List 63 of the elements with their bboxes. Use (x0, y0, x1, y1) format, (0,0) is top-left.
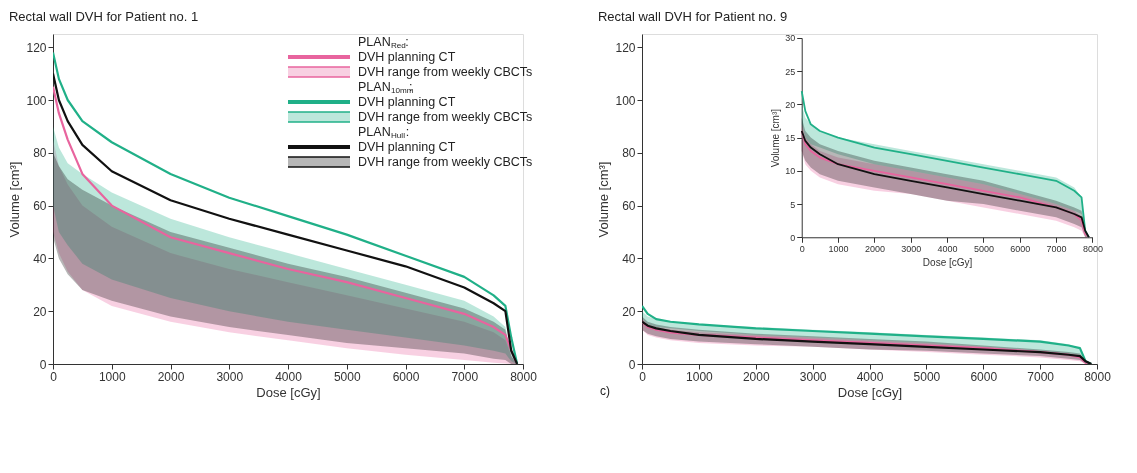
x-tick-label: 7000 (1046, 243, 1067, 254)
y-tick-label: 15 (785, 133, 796, 144)
y-tick-label: 0 (790, 232, 796, 243)
y-axis-title: Volume [cm³] (770, 108, 782, 168)
x-tick-label: 2000 (864, 243, 885, 254)
x-tick-label: 1000 (98, 369, 126, 384)
x-tick-label: 8000 (1084, 369, 1112, 384)
y-tick-label: 20 (33, 304, 47, 319)
x-tick-label: 0 (639, 369, 647, 384)
x-tick-label: 0 (50, 369, 58, 384)
x-tick-label: 8000 (510, 369, 538, 384)
x-tick-label: 4000 (275, 369, 303, 384)
legend-label: DVH planning CT (358, 140, 456, 154)
y-axis-title: Volume [cm³] (7, 161, 23, 238)
x-tick-label: 6000 (1010, 243, 1031, 254)
y-tick-label: 60 (622, 199, 636, 214)
text: c) (600, 384, 610, 398)
x-tick-label: 2000 (157, 369, 185, 384)
y-tick-label: 40 (622, 251, 636, 266)
x-tick-label: 2000 (742, 369, 770, 384)
x-tick-label: 5000 (333, 369, 361, 384)
annotation: DVH range from weekly CBCTs (358, 110, 533, 124)
x-axis-title: Dose [cGy] (922, 256, 973, 268)
chart-title: Rectal wall DVH for Patient no. 1 (8, 9, 199, 24)
x-tick-label: 8000 (1082, 243, 1103, 254)
y-tick-label: 120 (615, 40, 636, 55)
legend-label: DVH planning CT (358, 50, 456, 64)
y-tick-label: 30 (785, 33, 796, 44)
x-tick-label: 6000 (392, 369, 420, 384)
x-tick-label: 7000 (1027, 369, 1055, 384)
y-tick-label: 100 (615, 93, 636, 108)
y-tick-label: 80 (622, 146, 636, 161)
y-tick-label: 40 (33, 251, 47, 266)
y-tick-label: 10 (785, 166, 796, 177)
y-tick-label: 5 (790, 199, 796, 210)
x-tick-label: 1000 (686, 369, 714, 384)
y-tick-label: 0 (628, 357, 636, 372)
x-tick-label: 3000 (216, 369, 244, 384)
y-axis-title: Volume [cm³] (596, 161, 612, 238)
y-tick-label: 20 (785, 99, 796, 110)
x-tick-label: 5000 (973, 243, 994, 254)
y-tick-label: 25 (785, 66, 796, 77)
y-tick-label: 0 (39, 357, 47, 372)
x-tick-label: 4000 (937, 243, 958, 254)
x-tick-label: 0 (799, 243, 805, 254)
x-tick-label: 6000 (970, 369, 998, 384)
y-tick-label: 80 (33, 146, 47, 161)
x-axis-title: Dose [cGy] (837, 384, 903, 400)
legend-label: DVH planning CT (358, 95, 456, 109)
annotation: DVH range from weekly CBCTs (358, 155, 533, 169)
x-tick-label: 7000 (451, 369, 479, 384)
y-tick-label: 60 (33, 199, 47, 214)
x-tick-label: 3000 (799, 369, 827, 384)
y-tick-label: 100 (26, 93, 47, 108)
x-tick-label: 1000 (828, 243, 849, 254)
annotation: DVH range from weekly CBCTs (358, 65, 533, 79)
y-tick-label: 120 (26, 40, 47, 55)
y-tick-label: 20 (622, 304, 636, 319)
chart-title: Rectal wall DVH for Patient no. 9 (597, 8, 788, 24)
x-tick-label: 3000 (901, 243, 922, 254)
x-axis-title: Dose [cGy] (256, 384, 321, 400)
x-tick-label: 5000 (913, 369, 941, 384)
x-tick-label: 4000 (856, 369, 884, 384)
